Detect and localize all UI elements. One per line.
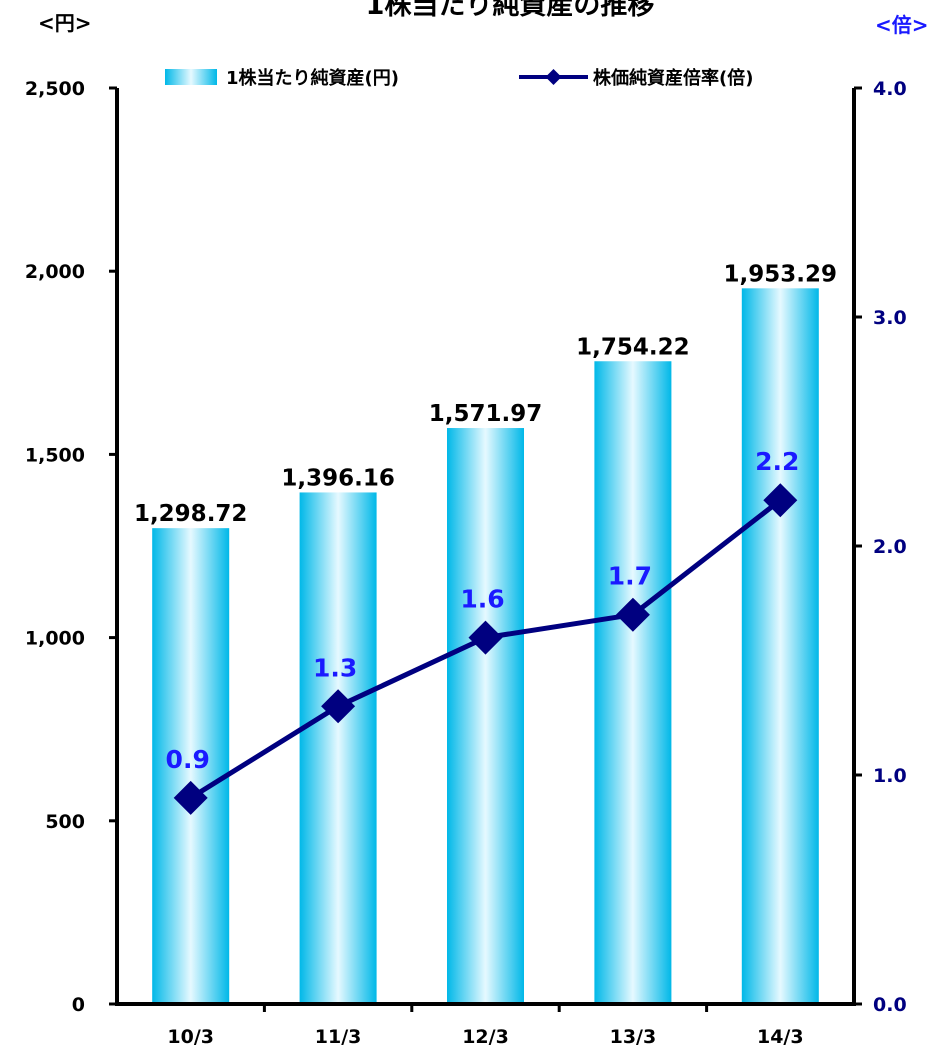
chart-legend: 1株当たり純資産(円) 株価純資産倍率(倍) bbox=[165, 67, 753, 89]
bar bbox=[152, 528, 230, 1004]
left-tick-label: 2,000 bbox=[25, 261, 85, 283]
left-tick-label: 2,500 bbox=[25, 78, 85, 100]
left-axis-unit: <円> bbox=[38, 11, 92, 35]
bar bbox=[594, 361, 672, 1004]
left-tick-label: 1,500 bbox=[25, 444, 85, 466]
legend-bar-swatch bbox=[165, 69, 217, 85]
ratio-marker bbox=[321, 689, 356, 724]
plot-area: 0 500 1,000 1,500 2,000 2,500 0.0 1.0 2.0 3.0 4.0 1… bbox=[25, 78, 907, 1048]
chart-title: 1株当たり純資産の推移 bbox=[366, 0, 655, 21]
x-tick-label: 10/3 bbox=[167, 1026, 214, 1048]
bar-value-label: 1,754.22 bbox=[576, 334, 690, 360]
left-tick-label: 0 bbox=[72, 994, 85, 1016]
legend-bar-label: 1株当たり純資産(円) bbox=[226, 67, 399, 89]
ratio-value-label: 2.2 bbox=[755, 447, 799, 476]
right-tick-label: 4.0 bbox=[873, 78, 907, 100]
bar-value-label: 1,396.16 bbox=[281, 465, 395, 491]
legend-line-label: 株価純資産倍率(倍) bbox=[593, 67, 753, 89]
right-tick-label: 3.0 bbox=[873, 307, 907, 329]
ratio-value-label: 1.3 bbox=[313, 653, 357, 682]
bar bbox=[741, 288, 819, 1004]
x-tick-label: 12/3 bbox=[462, 1026, 509, 1048]
legend-diamond-marker bbox=[545, 69, 562, 85]
ratio-value-label: 1.6 bbox=[460, 585, 504, 614]
x-tick-label: 13/3 bbox=[610, 1026, 657, 1048]
right-tick-label: 1.0 bbox=[873, 765, 907, 787]
ratio-marker bbox=[763, 483, 798, 518]
bar-value-label: 1,298.72 bbox=[134, 501, 248, 527]
x-tick-label: 11/3 bbox=[315, 1026, 362, 1048]
bar-value-label: 1,571.97 bbox=[429, 401, 543, 427]
right-tick-label: 2.0 bbox=[873, 536, 907, 558]
ratio-value-label: 0.9 bbox=[166, 745, 210, 774]
bar bbox=[447, 428, 524, 1005]
ratio-marker bbox=[615, 597, 650, 632]
x-tick-label: 14/3 bbox=[757, 1026, 804, 1048]
right-axis-unit: <倍> bbox=[875, 13, 929, 37]
ratio-value-label: 1.7 bbox=[608, 562, 652, 591]
bar bbox=[299, 492, 377, 1004]
right-tick-label: 0.0 bbox=[873, 994, 907, 1016]
left-tick-label: 500 bbox=[45, 811, 85, 833]
bar-value-label: 1,953.29 bbox=[724, 261, 838, 287]
ratio-marker bbox=[173, 780, 208, 815]
ratio-marker bbox=[468, 620, 503, 655]
left-tick-label: 1,000 bbox=[25, 628, 85, 650]
